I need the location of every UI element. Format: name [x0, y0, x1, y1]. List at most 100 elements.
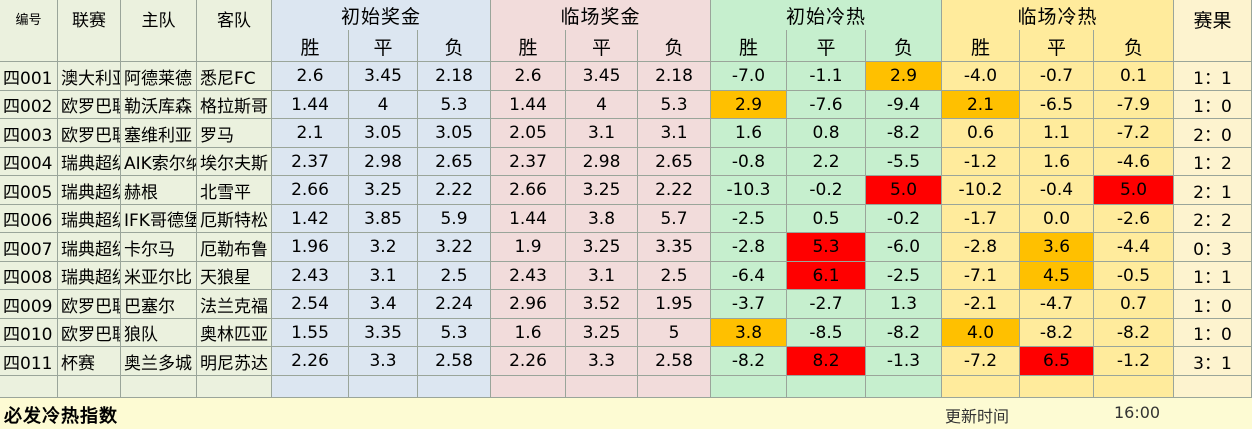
table-cell-result: 1：2: [1174, 148, 1252, 176]
table-cell-h_init-win: -2.5: [711, 205, 787, 233]
update-time-label: 更新时间: [945, 407, 1010, 426]
header-live-heat: 临场冷热: [942, 0, 1174, 30]
table-cell-h_init-win: 3.8: [711, 319, 787, 347]
table-cell-b_init-win: 2.26: [272, 347, 349, 376]
table-cell-h_live-draw: 3.6: [1020, 233, 1094, 262]
table-cell-b_live-draw: 3.1: [566, 262, 638, 290]
table-cell-b_live-loss: 2.18: [638, 62, 711, 91]
table-cell-b_init-draw: 3.05: [349, 119, 418, 148]
table-cell-h_live-loss: 5.0: [1094, 176, 1174, 205]
table-cell-result: 2：1: [1174, 176, 1252, 205]
table-cell-h_init-draw: 8.2: [787, 347, 866, 376]
table-cell-away: 厄斯特松: [197, 205, 272, 233]
table-cell-b_init-win: 1.96: [272, 233, 349, 262]
table-cell-h_init-draw: -0.2: [787, 176, 866, 205]
table-cell-h_init-win: -7.0: [711, 62, 787, 91]
table-cell-h_live-draw: 6.5: [1020, 347, 1094, 376]
table-cell-away: 悉尼FC: [197, 62, 272, 91]
update-time-value: 16:00: [1114, 403, 1161, 422]
header-initial-bonus: 初始奖金: [272, 0, 491, 30]
table-cell-b_init-loss: 3.05: [418, 119, 491, 148]
table-cell-h_init-loss: -8.2: [866, 119, 942, 148]
table-cell-b_live-loss: 5.3: [638, 91, 711, 119]
table-cell-home: 米亚尔比: [121, 262, 197, 290]
table-cell-league: 瑞典超级: [58, 233, 121, 262]
table-cell-result: 1：0: [1174, 91, 1252, 119]
table-cell-b_live-win: 2.6: [491, 62, 566, 91]
table-cell-b_init-draw: 3.2: [349, 233, 418, 262]
table-cell-h_live-loss: -7.9: [1094, 91, 1174, 119]
table-cell-b_init-loss: 2.18: [418, 62, 491, 91]
table-cell-h_init-win: -6.4: [711, 262, 787, 290]
footer-bar: 必发冷热指数 更新时间 16:00: [0, 397, 1252, 429]
table-cell-b_live-draw: 3.25: [566, 176, 638, 205]
table-cell-b_live-win: 2.66: [491, 176, 566, 205]
table-cell-h_live-draw: -0.7: [1020, 62, 1094, 91]
table-cell-h_init-win: 2.9: [711, 91, 787, 119]
table-cell-b_init-loss: 3.22: [418, 233, 491, 262]
table-cell-h_init-loss: -9.4: [866, 91, 942, 119]
header-initial-bonus-sub-win: 胜: [272, 30, 349, 62]
table-cell-h_live-loss: -4.6: [1094, 148, 1174, 176]
table-cell-h_live-win: -2.8: [942, 233, 1020, 262]
table-cell-h_live-win: -7.2: [942, 347, 1020, 376]
table-cell-h_live-draw: -6.5: [1020, 91, 1094, 119]
table-cell-h_init-loss: 1.3: [866, 290, 942, 319]
table-cell-h_init-draw: -7.6: [787, 91, 866, 119]
header-live-heat-sub-loss: 负: [1094, 30, 1174, 62]
table-cell-b_init-win: 2.6: [272, 62, 349, 91]
table-cell-h_live-draw: 1.6: [1020, 148, 1094, 176]
table-cell-b_live-draw: 3.3: [566, 347, 638, 376]
header-initial-heat-sub-win: 胜: [711, 30, 787, 62]
table-cell-away: 天狼星: [197, 262, 272, 290]
table-cell-h_live-loss: 0.7: [1094, 290, 1174, 319]
table-cell-h_live-draw: -4.7: [1020, 290, 1094, 319]
header-live-bonus-sub-loss: 负: [638, 30, 711, 62]
table-cell-id: 四005: [0, 176, 58, 205]
table-cell-b_live-loss: 5.7: [638, 205, 711, 233]
table-cell-id: 四008: [0, 262, 58, 290]
table-cell-h_init-draw: -1.1: [787, 62, 866, 91]
table-cell-b_init-loss: 2.24: [418, 290, 491, 319]
table-cell-h_init-loss: 5.0: [866, 176, 942, 205]
table-cell-home: 塞维利亚: [121, 119, 197, 148]
table-cell-b_live-draw: 3.25: [566, 319, 638, 347]
table-cell-b_init-loss: 2.22: [418, 176, 491, 205]
table-cell-h_init-win: -0.8: [711, 148, 787, 176]
table-cell-away: 法兰克福: [197, 290, 272, 319]
table-cell-h_init-win: -2.8: [711, 233, 787, 262]
table-cell-b_live-draw: 3.1: [566, 119, 638, 148]
table-cell-h_init-loss: -6.0: [866, 233, 942, 262]
table-cell-h_init-draw: -8.5: [787, 319, 866, 347]
table-cell-result: 1：0: [1174, 319, 1252, 347]
table-cell-league: 欧罗巴联: [58, 119, 121, 148]
table-cell-away: 埃尔夫斯: [197, 148, 272, 176]
table-cell-league: 欧罗巴联: [58, 290, 121, 319]
table-cell-b_init-draw: 3.3: [349, 347, 418, 376]
table-cell-h_init-draw: 5.3: [787, 233, 866, 262]
table-cell-b_live-loss: 3.35: [638, 233, 711, 262]
header-away: 客队: [197, 0, 272, 62]
table-cell-h_live-loss: -0.5: [1094, 262, 1174, 290]
table-cell-b_init-draw: 3.4: [349, 290, 418, 319]
table-cell-b_live-draw: 3.8: [566, 205, 638, 233]
table-cell-league: 瑞典超级: [58, 148, 121, 176]
table-cell-b_live-loss: 2.65: [638, 148, 711, 176]
table-cell-h_live-loss: -7.2: [1094, 119, 1174, 148]
table-cell-b_live-loss: 2.58: [638, 347, 711, 376]
table-cell-b_live-win: 1.6: [491, 319, 566, 347]
header-initial-bonus-sub-loss: 负: [418, 30, 491, 62]
table-cell-b_live-win: 2.43: [491, 262, 566, 290]
table-cell-b_init-win: 2.1: [272, 119, 349, 148]
table-cell-home: 卡尔马: [121, 233, 197, 262]
table-cell-h_init-win: -3.7: [711, 290, 787, 319]
table-cell-league: 瑞典超级: [58, 205, 121, 233]
table-cell-league: 杯赛: [58, 347, 121, 376]
table-cell-home: 阿德莱德: [121, 62, 197, 91]
table-cell-h_live-loss: -2.6: [1094, 205, 1174, 233]
header-initial-bonus-sub-draw: 平: [349, 30, 418, 62]
table-cell-b_live-draw: 2.98: [566, 148, 638, 176]
table-cell-b_init-draw: 3.45: [349, 62, 418, 91]
table-cell-id: 四002: [0, 91, 58, 119]
